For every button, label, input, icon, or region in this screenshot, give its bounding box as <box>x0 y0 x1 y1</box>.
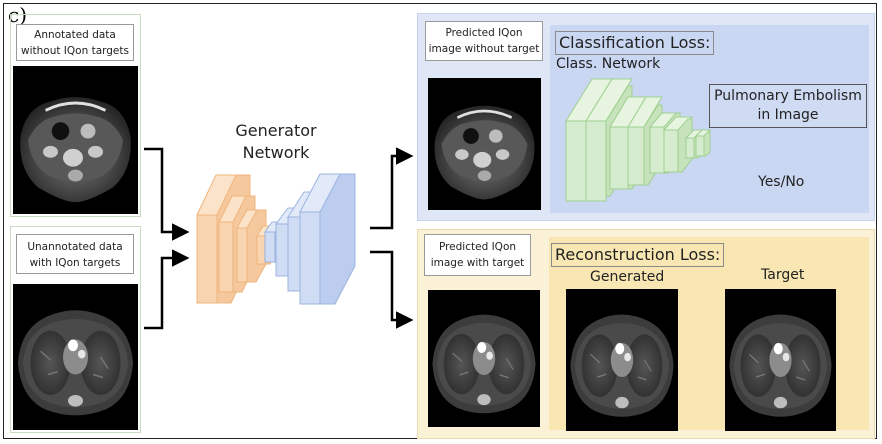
predicted-with-target-ct-image <box>427 289 541 428</box>
predicted-no-target-line2: image without target <box>428 43 540 55</box>
annotated-input-panel <box>10 14 141 217</box>
generator-title-line1: Generator <box>235 121 317 140</box>
annotated-label-line2: without IQon targets <box>21 45 129 57</box>
classifier-network <box>565 78 712 202</box>
generator-decoder <box>264 173 356 305</box>
predicted-with-target-line1: Predicted IQon <box>438 241 517 253</box>
generator-network-title: Generator Network <box>226 120 326 164</box>
arrow-generator-to-classification <box>370 147 414 230</box>
unannotated-input-panel <box>10 226 141 433</box>
unannotated-data-label: Unannotated data with IQon targets <box>16 234 134 274</box>
annotated-label-line1: Annotated data <box>34 29 116 41</box>
pe-line2: in Image <box>757 107 819 123</box>
generated-label: Generated <box>590 269 665 285</box>
unannotated-label-line2: with IQon targets <box>29 257 121 269</box>
annotated-ct-image <box>11 64 140 216</box>
pulmonary-embolism-box: Pulmonary Embolism in Image <box>709 84 867 128</box>
generated-ct-image <box>565 288 679 432</box>
target-label: Target <box>761 267 805 283</box>
unannotated-ct-image <box>12 283 139 431</box>
predicted-with-target-line2: image with target <box>430 257 525 269</box>
predicted-no-target-ct-image <box>426 76 543 212</box>
generator-title-line2: Network <box>242 143 310 162</box>
generator-encoder <box>196 174 277 304</box>
class-network-label: Class. Network <box>556 56 661 72</box>
panel-label: c) <box>8 3 28 27</box>
unannotated-label-line1: Unannotated data <box>27 241 123 253</box>
predicted-no-target-line1: Predicted IQon <box>445 27 523 39</box>
yes-no-answer: Yes/No <box>758 174 805 190</box>
arrow-annotated-to-generator <box>144 147 190 241</box>
classification-loss-title: Classification Loss: <box>555 31 715 55</box>
arrow-unannotated-to-generator <box>144 249 190 330</box>
reconstruction-loss-title: Reconstruction Loss: <box>551 243 725 267</box>
predicted-with-target-label: Predicted IQon image with target <box>424 234 531 276</box>
annotated-data-label: Annotated data without IQon targets <box>16 24 134 61</box>
arrow-generator-to-reconstruction <box>370 250 414 329</box>
pe-line1: Pulmonary Embolism <box>714 88 862 104</box>
target-ct-image <box>724 288 837 432</box>
predicted-no-target-label: Predicted IQon image without target <box>425 21 543 61</box>
